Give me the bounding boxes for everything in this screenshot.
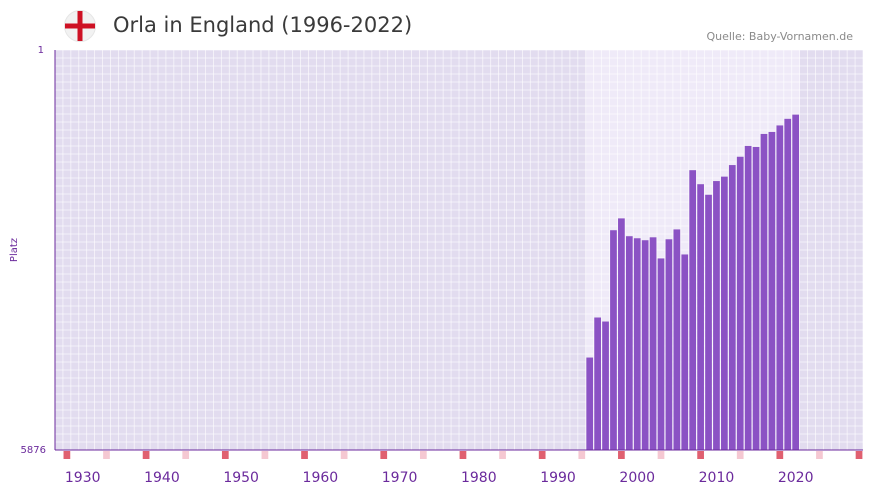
bar-2012 (728, 165, 736, 450)
bar-2005 (673, 229, 681, 450)
year-marker-2008 (697, 451, 704, 459)
bar-2004 (665, 239, 673, 450)
year-marker-1958 (301, 451, 308, 459)
year-marker-2013 (736, 451, 744, 459)
x-tick-label: 2010 (699, 470, 735, 486)
year-marker-2028 (855, 451, 863, 459)
year-marker-1983 (499, 451, 506, 459)
bar-series (586, 114, 800, 451)
x-tick-label: 1950 (223, 470, 259, 486)
year-marker-1998 (618, 451, 625, 459)
decade-markers (63, 451, 863, 459)
y-tick-label: 5876 (21, 445, 46, 456)
x-tick-label: 1980 (461, 470, 497, 486)
y-axis-label: Platz (9, 238, 20, 262)
year-marker-1963 (340, 451, 348, 459)
bar-2013 (736, 156, 744, 450)
x-tick-labels: 1930 1940 1950 1960 1970 1980 1990 2000 2010 2020 (65, 470, 814, 486)
bar-2000 (633, 238, 641, 450)
x-tick-label: 2020 (778, 470, 814, 486)
year-marker-1968 (380, 451, 388, 459)
bar-2016 (760, 133, 768, 451)
x-tick-label: 1960 (303, 470, 339, 486)
bar-2019 (784, 118, 792, 450)
source-credit: Quelle: Baby-Vornamen.de (706, 30, 853, 43)
x-tick-label: 1990 (540, 470, 576, 486)
bar-2002 (649, 237, 657, 450)
bar-2008 (697, 184, 704, 450)
bar-1997 (610, 230, 617, 450)
bar-2011 (721, 176, 728, 450)
year-marker-1978 (459, 451, 467, 459)
year-marker-1943 (182, 451, 190, 459)
bar-2017 (768, 131, 776, 450)
year-marker-1933 (103, 451, 110, 459)
year-marker-1938 (142, 451, 150, 459)
bar-2003 (657, 258, 665, 450)
year-marker-1953 (261, 451, 269, 459)
x-tick-label: 1940 (144, 470, 180, 486)
bar-1998 (618, 218, 625, 450)
x-tick-label: 2000 (619, 470, 655, 486)
bar-2006 (681, 254, 689, 450)
bar-2020 (792, 114, 800, 450)
england-flag-icon (64, 10, 96, 42)
bar-1994 (586, 357, 594, 450)
year-marker-2018 (776, 451, 784, 459)
axes (54, 50, 863, 451)
year-marker-1948 (221, 451, 229, 459)
plot-grid (54, 49, 864, 451)
x-tick-label: 1930 (65, 470, 101, 486)
year-marker-1928 (63, 451, 71, 459)
bar-2007 (689, 170, 697, 450)
y-tick-label: 1 (38, 45, 44, 56)
bar-2001 (641, 240, 649, 450)
year-marker-2003 (657, 451, 665, 459)
bar-2015 (752, 146, 760, 450)
year-marker-1973 (419, 451, 427, 459)
year-marker-2023 (816, 451, 823, 459)
year-marker-1988 (538, 451, 546, 459)
bar-1999 (625, 236, 633, 450)
year-marker-1993 (578, 451, 586, 459)
bar-2010 (713, 181, 720, 450)
bar-2009 (705, 194, 712, 450)
chart-title: Orla in England (1996-2022) (113, 13, 413, 37)
x-tick-label: 1970 (382, 470, 418, 486)
bar-2018 (776, 125, 784, 451)
bar-1995 (594, 317, 601, 450)
bar-1996 (602, 321, 609, 450)
bar-2014 (744, 145, 752, 450)
